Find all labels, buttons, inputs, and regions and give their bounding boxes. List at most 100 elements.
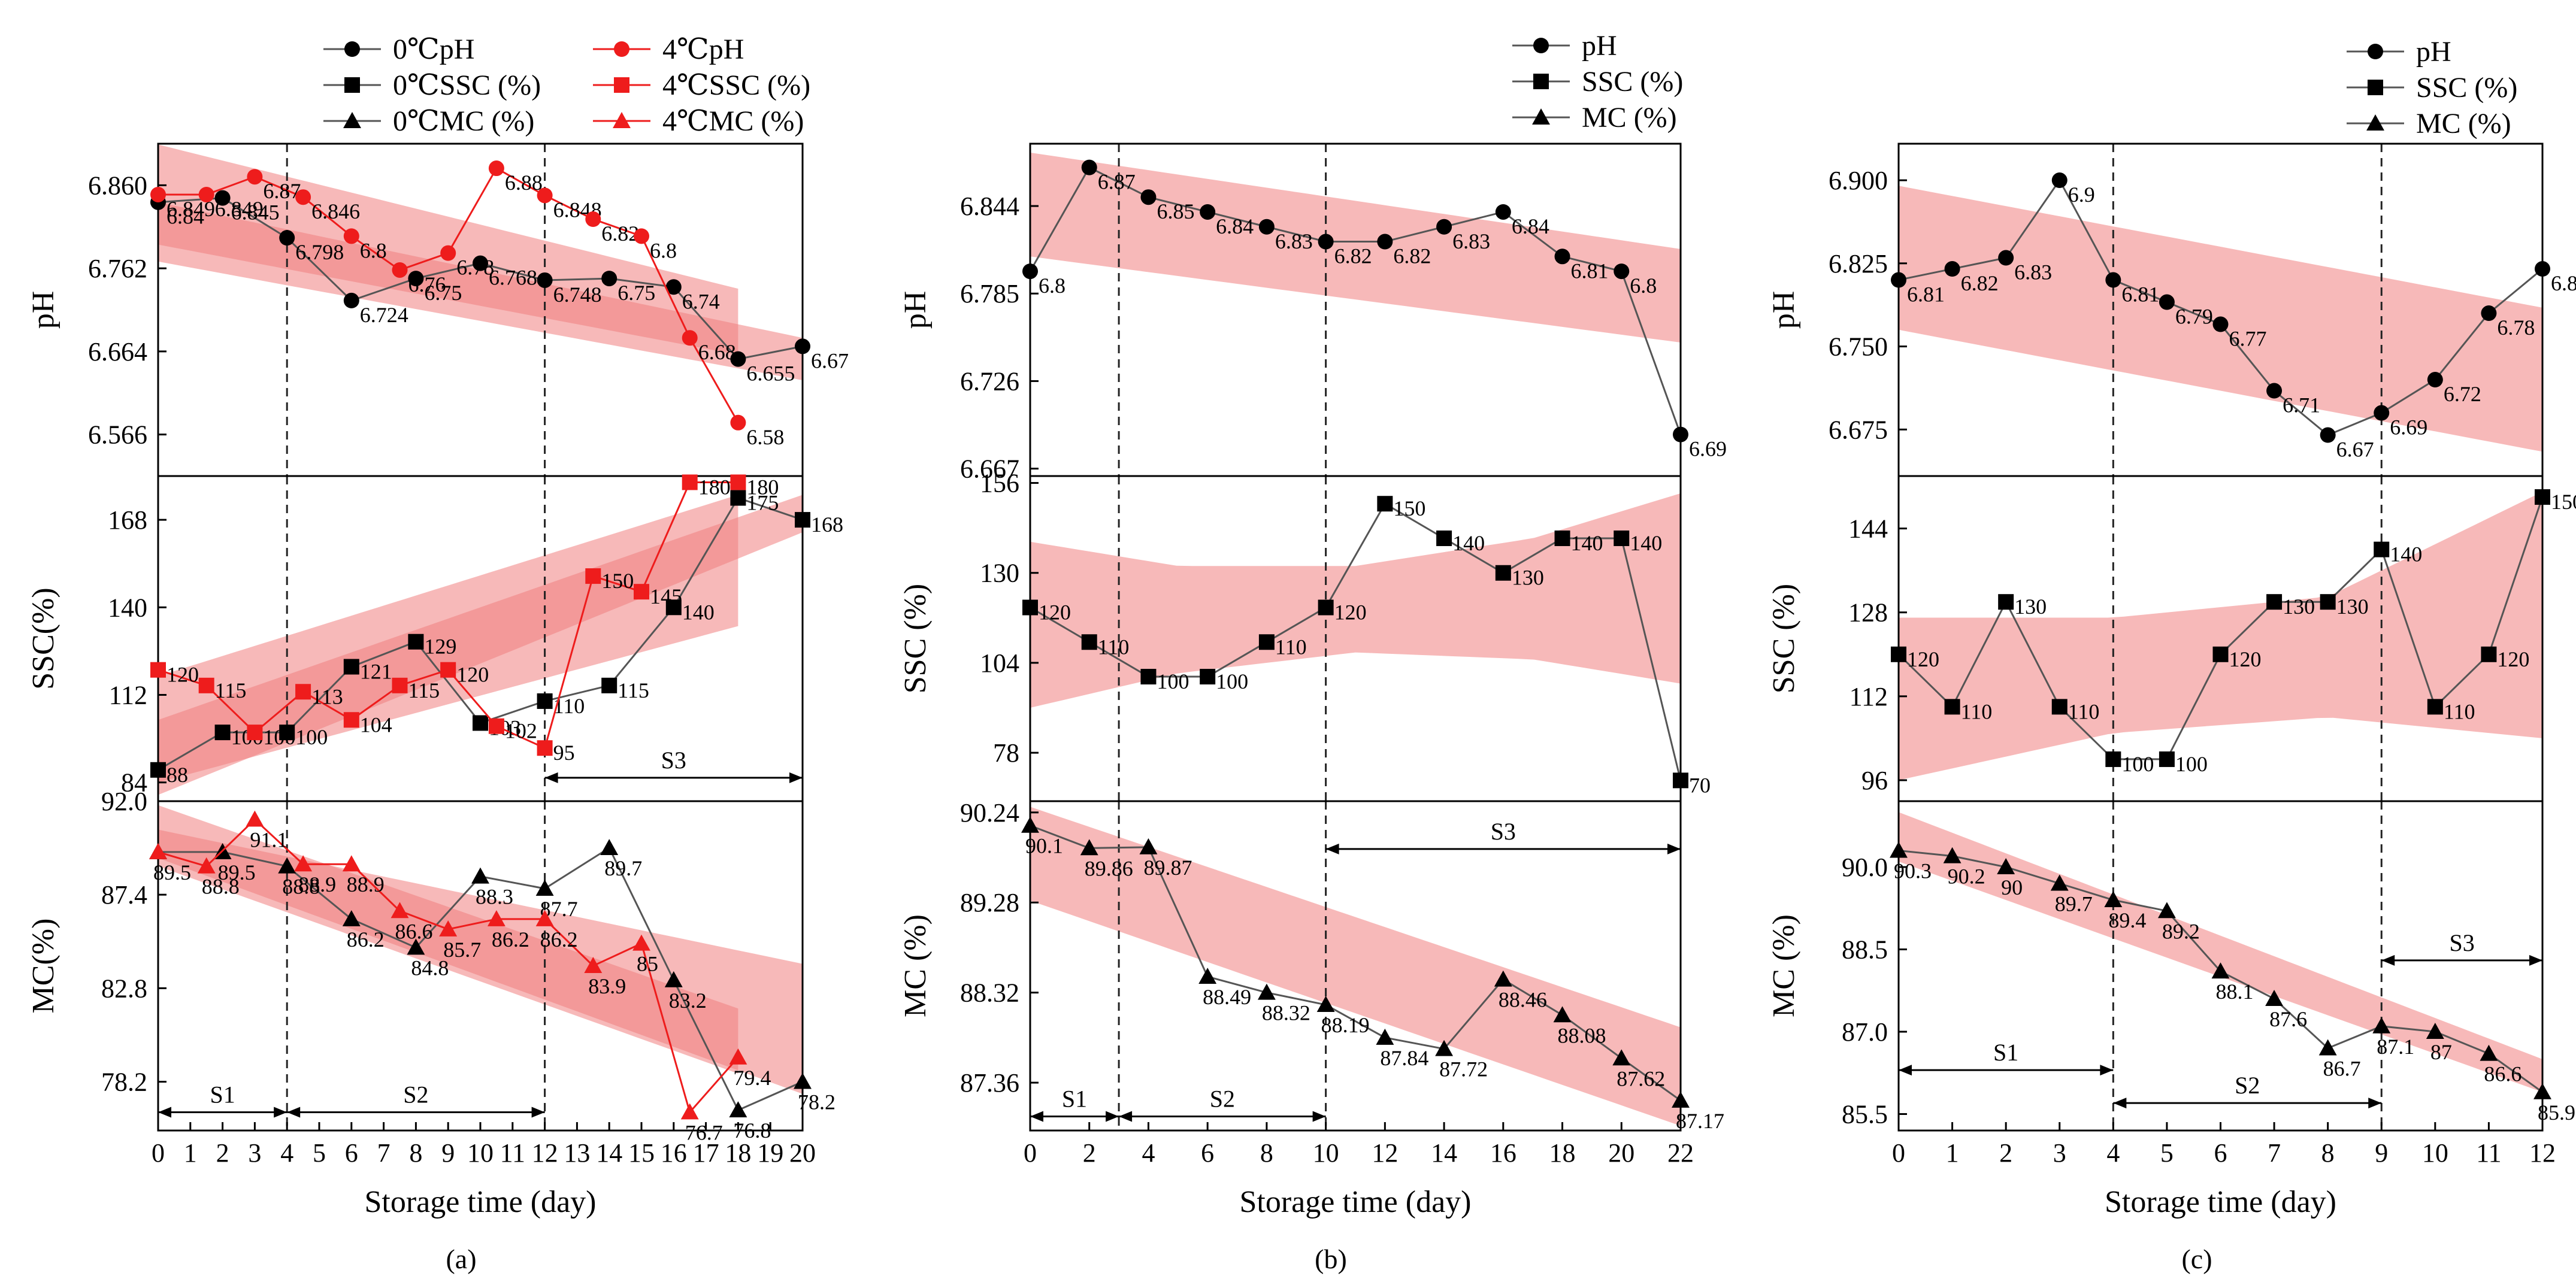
x-tick-label: 12 bbox=[1372, 1138, 1398, 1168]
data-label: 130 bbox=[1512, 566, 1544, 590]
data-point bbox=[1200, 669, 1216, 685]
data-point bbox=[295, 684, 311, 700]
data-label: 120 bbox=[456, 663, 489, 687]
data-point bbox=[795, 338, 810, 354]
x-tick-label: 12 bbox=[532, 1138, 558, 1168]
arrow-head-left bbox=[2113, 1098, 2127, 1109]
series-SSC (%): 120 110 130 110 100 100 120 130 130 140 110 120 150 bbox=[1891, 489, 2576, 776]
legend-marker bbox=[2366, 114, 2384, 131]
data-label: 89.5 bbox=[153, 860, 191, 884]
legend-label: 4℃SSC (%) bbox=[662, 69, 810, 101]
band-group bbox=[1899, 492, 2542, 780]
data-point bbox=[585, 211, 601, 228]
y-tick-label: 6.750 bbox=[1829, 332, 1888, 362]
confidence-band bbox=[1030, 152, 1681, 343]
data-point bbox=[730, 351, 746, 367]
data-point bbox=[440, 245, 456, 261]
data-label: 85.9 bbox=[2538, 1101, 2575, 1125]
data-label: 113 bbox=[311, 684, 343, 708]
data-label: 175 bbox=[746, 491, 779, 515]
data-point bbox=[2159, 751, 2175, 767]
series-pH: 6.81 6.82 6.83 6.9 6.81 6.79 6.77 6.71 6.67 6.69 6… bbox=[1891, 172, 2576, 462]
arrow-head-left bbox=[287, 1107, 301, 1118]
data-point bbox=[2481, 646, 2497, 662]
data-label: 6.85 bbox=[1157, 199, 1194, 223]
data-point bbox=[2427, 699, 2443, 715]
stage-annotation: S3 bbox=[544, 747, 803, 783]
data-label: 76.7 bbox=[685, 1120, 723, 1144]
legend-marker bbox=[2368, 80, 2383, 95]
data-label: 145 bbox=[650, 584, 682, 608]
y-tick-label: 6.675 bbox=[1829, 415, 1888, 444]
data-point bbox=[1998, 250, 2014, 266]
y-tick-label: 90.0 bbox=[1842, 853, 1888, 882]
y-tick-label: 144 bbox=[1848, 514, 1888, 544]
legend-marker bbox=[614, 77, 629, 93]
data-point bbox=[1614, 530, 1630, 546]
x-tick-label: 8 bbox=[2321, 1138, 2335, 1168]
legend-label: MC (%) bbox=[2416, 108, 2511, 140]
arrow-head-left bbox=[158, 1107, 171, 1118]
stage-label: S1 bbox=[210, 1081, 235, 1108]
data-point bbox=[1022, 263, 1038, 280]
data-label: 89.86 bbox=[1085, 856, 1133, 880]
y-tick-label: 87.36 bbox=[960, 1068, 1019, 1098]
data-label: 90.1 bbox=[1025, 834, 1063, 858]
data-point bbox=[795, 512, 810, 528]
x-tick-label: 13 bbox=[564, 1138, 590, 1168]
data-point bbox=[440, 662, 456, 678]
data-label: 89.7 bbox=[2055, 892, 2093, 916]
data-point bbox=[246, 810, 264, 827]
data-label: 140 bbox=[1630, 531, 1662, 555]
data-point bbox=[1140, 189, 1157, 205]
x-tick-label: 14 bbox=[596, 1138, 622, 1168]
y-tick-label: 168 bbox=[108, 505, 147, 535]
data-point bbox=[1554, 248, 1570, 265]
x-tick-label: 5 bbox=[313, 1138, 326, 1168]
x-axis-title: Storage time (day) bbox=[1240, 1185, 1472, 1219]
x-tick-label: 3 bbox=[248, 1138, 261, 1168]
data-point bbox=[535, 880, 554, 896]
data-label: 6.798 bbox=[295, 240, 344, 264]
data-label: 88.9 bbox=[298, 872, 336, 896]
data-point bbox=[1673, 772, 1688, 789]
data-label: 6.78 bbox=[2497, 316, 2535, 340]
data-label: 120 bbox=[1334, 601, 1367, 625]
data-label: 120 bbox=[1907, 647, 1939, 671]
data-label: 84.8 bbox=[411, 956, 449, 980]
data-label: 168 bbox=[811, 513, 843, 537]
data-point bbox=[488, 718, 504, 734]
y-tick-label: 112 bbox=[109, 680, 147, 710]
data-label: 85 bbox=[637, 952, 658, 976]
stage-label: S2 bbox=[403, 1081, 428, 1108]
data-point bbox=[1200, 204, 1216, 220]
data-point bbox=[729, 1101, 747, 1118]
data-point bbox=[1943, 847, 1961, 863]
x-tick-label: 0 bbox=[1024, 1138, 1037, 1168]
data-label: 6.58 bbox=[746, 425, 784, 449]
data-label: 6.75 bbox=[424, 281, 462, 305]
data-point bbox=[214, 725, 231, 741]
data-label: 6.724 bbox=[360, 303, 408, 327]
data-point bbox=[149, 842, 167, 859]
stage-annotation: S1 bbox=[1030, 1085, 1119, 1122]
data-point bbox=[473, 715, 488, 731]
data-point bbox=[1673, 426, 1688, 443]
data-point bbox=[730, 474, 746, 490]
confidence-band bbox=[158, 495, 803, 795]
x-tick-label: 22 bbox=[1667, 1138, 1694, 1168]
x-tick-label: 6 bbox=[1201, 1138, 1214, 1168]
y-tick-label: 90.24 bbox=[960, 798, 1019, 828]
data-point bbox=[1495, 565, 1511, 581]
arrow-head-right bbox=[2368, 1098, 2382, 1109]
data-point bbox=[473, 255, 488, 271]
data-point bbox=[1140, 669, 1157, 685]
x-tick-label: 11 bbox=[2476, 1138, 2501, 1168]
arrow-head-right bbox=[531, 1107, 545, 1118]
data-point bbox=[585, 568, 601, 584]
data-label: 88.32 bbox=[1262, 1001, 1310, 1025]
data-label: 6.71 bbox=[2283, 393, 2320, 417]
data-point bbox=[2050, 874, 2069, 891]
stage-annotation: S2 bbox=[287, 1081, 545, 1118]
